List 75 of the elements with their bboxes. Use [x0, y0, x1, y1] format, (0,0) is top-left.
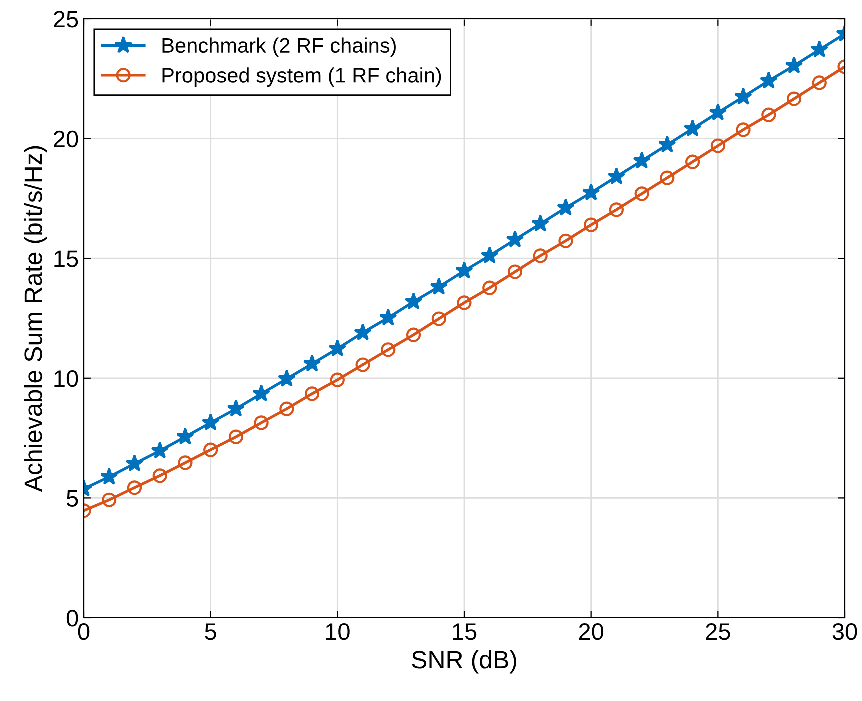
legend-label: Benchmark (2 RF chains) [162, 38, 396, 58]
point [734, 88, 753, 105]
point [556, 198, 575, 216]
point [102, 492, 117, 508]
point [457, 296, 472, 310]
point [609, 202, 624, 218]
point [786, 92, 802, 106]
point [762, 108, 776, 122]
point [582, 184, 600, 201]
x-tick-label: 10 [326, 623, 350, 640]
point [584, 218, 599, 232]
point [406, 328, 422, 342]
point [634, 186, 650, 202]
y-tick-label: 25 [54, 11, 78, 28]
point [151, 442, 170, 459]
point [532, 214, 550, 232]
y-tick-label: 5 [66, 490, 78, 507]
point [658, 136, 676, 153]
point [456, 262, 474, 279]
x-tick-label: 0 [78, 623, 90, 640]
point [812, 76, 827, 90]
x-axis-title: SNR (dB) [412, 650, 516, 674]
x-tick-label: 5 [205, 624, 216, 640]
point [356, 358, 370, 372]
point [660, 170, 675, 186]
y-tick-label: 10 [54, 370, 78, 388]
point [280, 402, 294, 416]
point [252, 384, 271, 402]
point [178, 456, 193, 470]
point [785, 56, 804, 74]
point [379, 308, 398, 326]
point [736, 122, 751, 138]
point [303, 354, 322, 372]
point [430, 278, 448, 295]
x-tick-label: 30 [832, 623, 858, 640]
point [254, 416, 269, 430]
point [508, 264, 523, 280]
point [482, 280, 498, 296]
point [100, 468, 118, 485]
point [506, 230, 524, 248]
y-tick-label: 20 [54, 130, 78, 148]
point [480, 246, 499, 264]
point [278, 370, 296, 387]
legend-label: Proposed system (1 RF chain) [162, 68, 442, 88]
point [228, 430, 244, 444]
point [330, 372, 345, 388]
point [533, 248, 548, 264]
y-tick-label: 15 [54, 250, 78, 268]
point [633, 152, 652, 169]
point [558, 234, 574, 248]
point [710, 138, 726, 154]
point [152, 468, 168, 484]
point [176, 428, 194, 445]
x-tick-label: 15 [453, 624, 477, 640]
point [709, 104, 728, 121]
y-axis-title: Achievable Sum Rate (bit/s/Hz) [24, 146, 48, 492]
point [684, 120, 702, 137]
point [686, 154, 700, 170]
point [202, 414, 220, 431]
point [381, 342, 396, 358]
point [126, 454, 144, 472]
point [810, 40, 829, 58]
point [760, 72, 778, 89]
point [432, 312, 446, 326]
x-tick-label: 20 [579, 623, 604, 640]
point [354, 324, 372, 341]
point [608, 168, 626, 185]
x-tick-label: 25 [706, 623, 730, 640]
y-tick-label: 0 [66, 610, 78, 627]
point [204, 442, 218, 458]
point [227, 400, 246, 417]
point [328, 340, 347, 357]
point [404, 292, 423, 310]
point [127, 480, 142, 496]
point [305, 386, 320, 402]
